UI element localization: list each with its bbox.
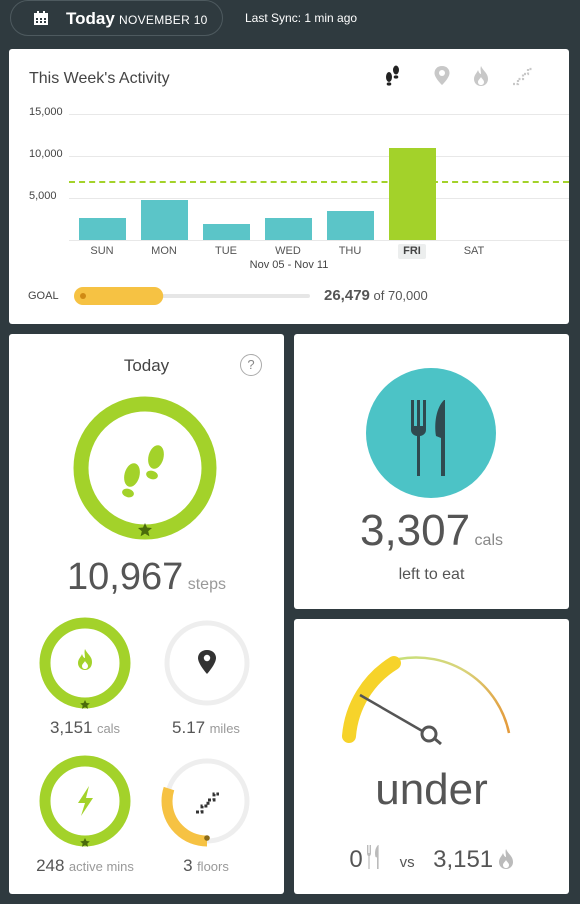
steps-value: 10,967 bbox=[67, 556, 184, 598]
baseline bbox=[69, 240, 569, 241]
stairs-icon bbox=[196, 792, 219, 814]
steps-ring[interactable] bbox=[72, 395, 218, 541]
metric-tabs bbox=[379, 65, 539, 87]
goal-of: of 70,000 bbox=[373, 288, 428, 303]
card-title: Today bbox=[123, 356, 170, 375]
calories-value: 3,151 bbox=[49, 718, 93, 737]
goal-star-icon bbox=[80, 700, 90, 709]
steps-icon bbox=[122, 445, 164, 498]
bar-mon[interactable] bbox=[140, 199, 188, 240]
goal-label: GOAL bbox=[28, 290, 59, 302]
steps-unit: steps bbox=[187, 576, 226, 593]
x-label-wed[interactable]: WED bbox=[275, 245, 301, 257]
calendar-icon bbox=[34, 11, 48, 25]
location-icon bbox=[198, 650, 216, 674]
floors-ring[interactable] bbox=[160, 754, 254, 848]
bar-fri[interactable] bbox=[388, 148, 436, 240]
bar-sun[interactable] bbox=[78, 218, 126, 240]
goal-progress-dot bbox=[80, 293, 86, 299]
flame-icon[interactable] bbox=[472, 65, 490, 87]
x-label-tue[interactable]: TUE bbox=[215, 245, 237, 257]
calories-stat: 3,151 cals bbox=[20, 718, 150, 738]
cals-left: 3,307 cals bbox=[294, 506, 569, 556]
calorie-comparison: 0 vs 3,151 bbox=[294, 844, 569, 874]
today-summary-card: Today ? 10,967 steps 3,151 cals 5.17 mil… bbox=[9, 334, 284, 894]
eaten-value: 0 bbox=[349, 846, 363, 873]
calorie-balance-card[interactable]: under 0 vs 3,151 bbox=[294, 619, 569, 894]
date-selector[interactable]: Today NOVEMBER 10 bbox=[10, 0, 223, 36]
goal-line bbox=[69, 181, 569, 184]
calories-unit: cals bbox=[96, 721, 121, 736]
bar-wed[interactable] bbox=[264, 218, 312, 240]
distance-stat: 5.17 miles bbox=[141, 718, 271, 738]
burned-value: 3,151 bbox=[433, 846, 494, 873]
today-label: Today bbox=[66, 9, 115, 28]
y-tick-label: 10,000 bbox=[29, 148, 63, 160]
gauge-needle bbox=[359, 693, 425, 734]
active-minutes-stat: 248 active mins bbox=[20, 856, 150, 876]
weekly-activity-card: This Week's Activity 15,000 10,000 5,000 SU… bbox=[9, 49, 569, 324]
balance-gauge bbox=[342, 656, 511, 746]
x-label-sat[interactable]: SAT bbox=[463, 245, 485, 257]
calories-ring[interactable] bbox=[38, 616, 132, 710]
gridline bbox=[69, 114, 569, 115]
fork-knife-icon bbox=[367, 845, 379, 869]
floors-unit: floors bbox=[197, 859, 229, 874]
gridline bbox=[69, 198, 569, 199]
goal-progress-fill bbox=[74, 287, 164, 305]
goal-total: 26,479 of 70,000 bbox=[324, 287, 428, 304]
active-value: 248 bbox=[36, 856, 65, 875]
bar-tue[interactable] bbox=[202, 224, 250, 240]
left-to-eat-caption: left to eat bbox=[398, 566, 465, 583]
food-card[interactable]: 3,307 cals left to eat bbox=[294, 334, 569, 609]
x-label-fri[interactable]: FRI bbox=[403, 245, 421, 257]
y-tick-label: 5,000 bbox=[29, 190, 57, 202]
lightning-icon bbox=[78, 786, 93, 816]
date-range: Nov 05 - Nov 11 bbox=[249, 259, 329, 271]
distance-unit: miles bbox=[209, 721, 240, 736]
vs-label: vs bbox=[399, 854, 415, 871]
date-label: NOVEMBER 10 bbox=[119, 13, 208, 27]
gauge-hub bbox=[420, 725, 438, 743]
balance-status: under bbox=[375, 765, 488, 814]
x-label-sun[interactable]: SUN bbox=[90, 245, 114, 257]
flame-icon bbox=[498, 849, 513, 869]
stairs-icon[interactable] bbox=[511, 65, 533, 87]
food-circle bbox=[366, 368, 496, 498]
goal-progress-bar bbox=[74, 287, 310, 305]
goal-star-icon bbox=[80, 838, 90, 847]
y-tick-label: 15,000 bbox=[29, 106, 63, 118]
bar-thu[interactable] bbox=[326, 210, 374, 240]
distance-ring[interactable] bbox=[160, 616, 254, 710]
active-minutes-ring[interactable] bbox=[38, 754, 132, 848]
cals-left-unit: cals bbox=[474, 532, 503, 549]
goal-value: 26,479 bbox=[324, 287, 370, 304]
location-icon[interactable] bbox=[433, 65, 451, 87]
floors-progress-dot bbox=[204, 835, 210, 841]
floors-value: 3 bbox=[183, 856, 193, 875]
active-day-highlight bbox=[398, 244, 426, 259]
steps-total: 10,967 steps bbox=[9, 556, 284, 599]
fork-knife-icon bbox=[411, 400, 445, 476]
gridline bbox=[69, 156, 569, 157]
active-unit: active mins bbox=[68, 859, 134, 874]
cals-left-value: 3,307 bbox=[359, 506, 471, 555]
distance-value: 5.17 bbox=[172, 718, 206, 737]
floors-progress-arc bbox=[161, 755, 253, 847]
floors-stat: 3 floors bbox=[141, 856, 271, 876]
card-title: This Week's Activity bbox=[29, 70, 170, 87]
sync-status: Last Sync: 1 min ago bbox=[245, 11, 358, 25]
steps-icon[interactable] bbox=[383, 65, 403, 87]
top-bar: Today NOVEMBER 10 Last Sync: 1 min ago bbox=[0, 0, 580, 40]
help-button[interactable]: ? bbox=[240, 354, 262, 376]
x-label-mon[interactable]: MON bbox=[151, 245, 177, 257]
flame-icon bbox=[78, 649, 92, 670]
x-label-thu[interactable]: THU bbox=[338, 245, 362, 257]
goal-star-icon bbox=[137, 523, 152, 537]
